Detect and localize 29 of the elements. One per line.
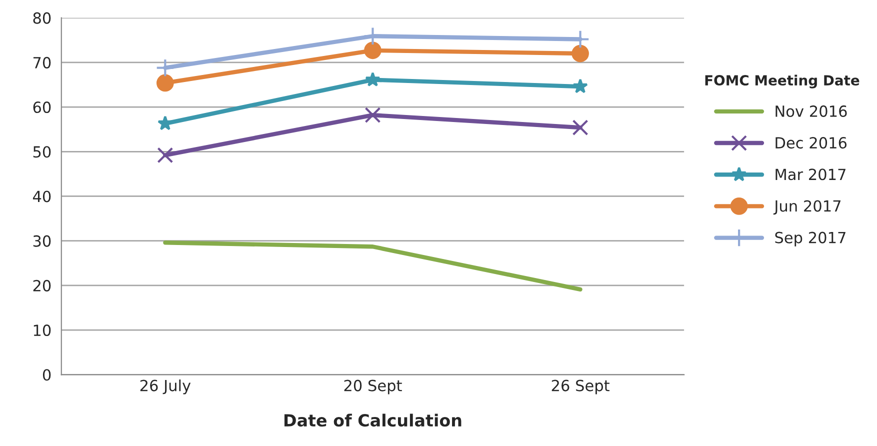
x-tick-label: 26 July [140,380,191,394]
y-tick-label: 60 [33,102,51,114]
y-tick-label: 30 [33,235,51,247]
y-tick-label: 10 [34,324,51,336]
legend-label: Mar 2017 [776,168,846,180]
x-axis-title: Date of Calculation [284,414,462,427]
legend-title: FOMC Meeting Date [705,74,860,88]
point [156,74,174,92]
legend-label: Nov 2016 [776,105,847,117]
point [364,107,381,124]
x-tick-label: 20 Sept [344,380,402,394]
point [157,147,174,164]
point [364,42,382,60]
point [156,58,175,78]
point [572,120,588,136]
y-tick-label: 20 [33,280,51,292]
y-tick-label: 70 [33,56,51,68]
legend-label: Sep 2017 [775,232,846,246]
point [158,116,173,130]
y-tick-label: 80 [33,12,51,24]
point [365,72,380,86]
legend-label: Dec 2016 [776,137,847,149]
x-tick-label: 26 Sept [552,380,610,394]
legend-label: Jun 2017 [773,200,841,215]
point [572,44,589,62]
y-tick-label: 50 [33,146,51,158]
y-tick-label: 0 [42,369,51,381]
point [572,78,588,94]
y-tick-label: 40 [32,190,51,202]
